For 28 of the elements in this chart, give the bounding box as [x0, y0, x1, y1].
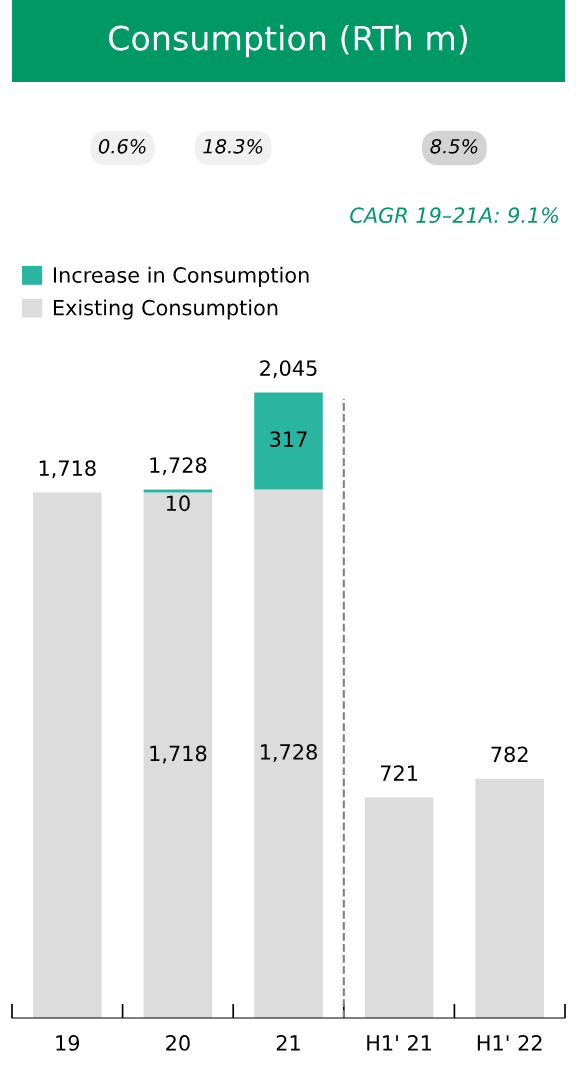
x-tick-label: H1' 22: [477, 1035, 542, 1051]
bar: [143, 492, 213, 1018]
x-tick-label: 21: [276, 1035, 300, 1051]
bar: [254, 392, 323, 490]
text: CAGR 19–21A: 9.1%: [350, 207, 559, 224]
bar: [143, 489, 213, 493]
data-label: 1,718: [150, 745, 207, 764]
text: 18.3%: [203, 138, 263, 154]
bar: [254, 489, 323, 1018]
total-label: 2,045: [260, 360, 317, 379]
text: 0.6%: [98, 138, 146, 154]
data-label: 317: [270, 431, 307, 448]
x-tick-label: 20: [166, 1035, 190, 1051]
bar: [33, 492, 102, 1018]
x-tick-label: 19: [56, 1035, 80, 1051]
legend-label: Increase in Consumption: [53, 266, 309, 287]
total-label: 1,728: [150, 457, 207, 476]
total-label: 721: [380, 765, 418, 781]
text: 8.5%: [430, 138, 478, 154]
total-label: 1,718: [39, 460, 96, 479]
bar: [364, 797, 434, 1018]
data-label: 1,728: [260, 744, 317, 762]
legend-label: Existing Consumption: [53, 299, 278, 320]
bar: [475, 778, 544, 1018]
total-label: 782: [491, 746, 528, 763]
chart-title: Consumption (RTh m): [109, 24, 467, 58]
data-label: 10: [166, 495, 190, 512]
x-tick-label: H1' 21: [367, 1035, 432, 1051]
